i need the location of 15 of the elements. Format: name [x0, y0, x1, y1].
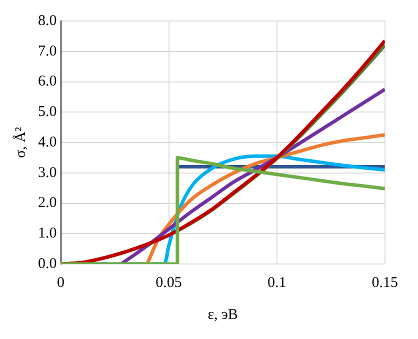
y-tick-label: 2.0: [38, 195, 57, 212]
x-tick-label: 0.15: [372, 274, 398, 291]
y-axis-title: σ, Å²: [12, 126, 29, 158]
y-tick-label: 6.0: [38, 74, 57, 90]
y-tick-label: 5.0: [38, 104, 57, 120]
x-tick-label: 0: [57, 274, 64, 291]
y-tick-label: 4.0: [38, 134, 57, 150]
y-tick-label: 7.0: [38, 43, 57, 60]
y-tick-label: 8.0: [38, 12, 57, 29]
y-tick-label: 1.0: [38, 226, 57, 242]
x-axis-title: ε, эВ: [208, 306, 238, 323]
y-tick-label: 3.0: [38, 164, 57, 181]
y-tick-label: 0.0: [38, 256, 57, 272]
x-tick-label: 0.1: [267, 274, 286, 291]
x-tick-label: 0.05: [156, 274, 182, 291]
